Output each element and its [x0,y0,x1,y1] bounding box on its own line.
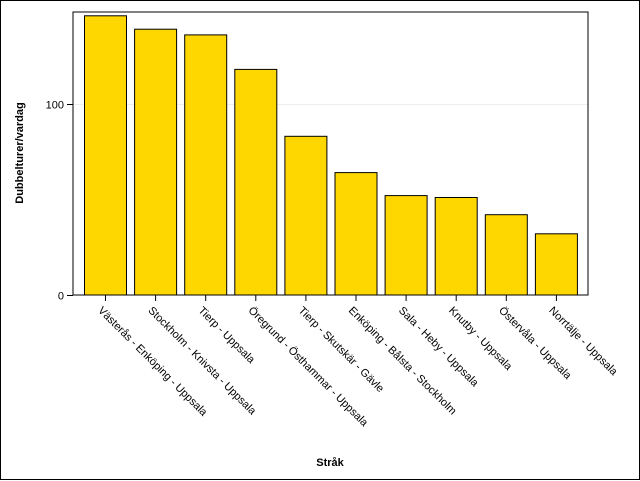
x-tick-label: Tierp - Skutskär - Gävle [296,305,386,395]
x-tick-label: Västerås - Enköping - Uppsala [95,305,210,420]
bar [534,233,578,296]
x-tick-label: Enköping - Bålsta - Stockholm [346,305,459,418]
y-tick-label: 0 [58,291,64,303]
bar [184,34,228,296]
x-tick-label: Stockholm - Knivsta - Uppsala [145,305,258,418]
bar [84,15,127,296]
y-tick-label: 100 [46,100,64,112]
bar [484,214,528,296]
bar [134,28,178,296]
plot-area [72,11,589,296]
x-axis-title: Stråk [316,457,344,469]
bars-layer [84,15,578,296]
bar [284,135,328,296]
bar [434,197,478,296]
bar [384,195,428,296]
bar [234,68,278,296]
bar [334,172,378,296]
y-axis-title: Dubbelturer/vardag [14,102,26,203]
y-axis: 0 100 [46,100,73,303]
